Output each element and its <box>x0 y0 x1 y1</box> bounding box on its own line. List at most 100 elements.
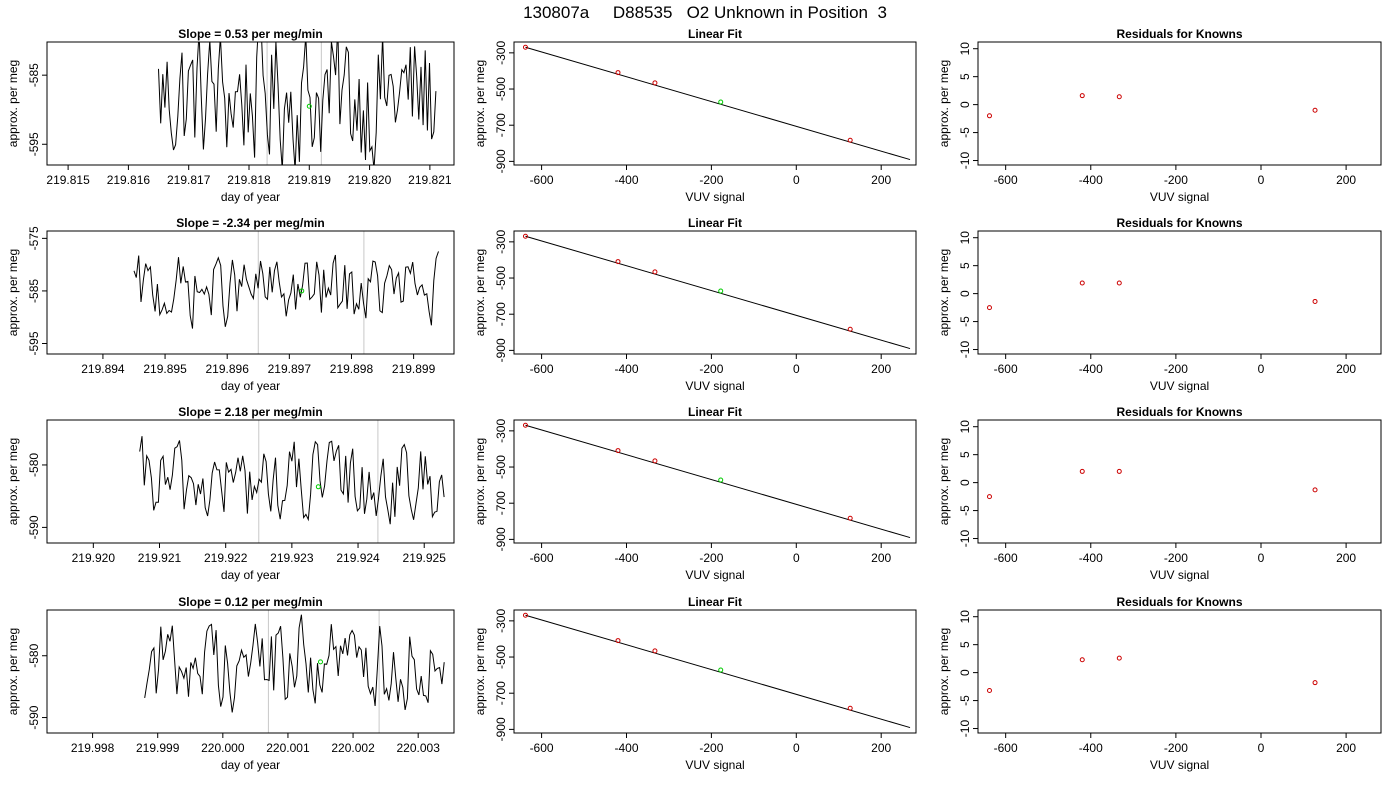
y-tick-label: -580 <box>27 453 41 477</box>
panels-grid: 219.815 219.816 219.817 219.818 219.819 219.8… <box>6 27 1382 772</box>
unknown-point <box>718 477 724 483</box>
x-axis-label: day of year <box>221 568 280 582</box>
known-point <box>522 422 528 428</box>
x-axis-label: VUV signal <box>685 190 744 204</box>
y-axis-label: approx. per meg <box>473 628 487 715</box>
x-tick-label: -600 <box>530 362 554 376</box>
y-axis-label: approx. per meg <box>6 438 20 525</box>
x-tick-label: 219.897 <box>268 362 312 376</box>
plot-frame <box>46 609 455 734</box>
known-point <box>847 137 853 143</box>
plot-frame <box>513 419 917 544</box>
y-tick-label: -300 <box>494 41 508 65</box>
y-tick-label: -500 <box>494 455 508 479</box>
plot-region <box>986 280 1318 311</box>
plot-region <box>986 655 1318 694</box>
x-tick-label: 0 <box>1258 741 1265 755</box>
highlight-point <box>299 288 305 294</box>
panel-r1-c3: -600 -400 -200 0 200 10 5 0 -5 -10 Residuals for K… <box>937 27 1382 204</box>
y-tick-label: 5 <box>958 641 972 648</box>
x-tick-label: -400 <box>1079 551 1103 565</box>
panel-title: Linear Fit <box>688 595 742 609</box>
x-tick-label: -600 <box>994 362 1018 376</box>
x-tick-label: 219.922 <box>204 551 248 565</box>
fit-line <box>525 614 911 729</box>
fit-line <box>525 424 911 539</box>
x-tick-label: 0 <box>793 741 800 755</box>
plot-region <box>522 233 911 350</box>
x-axis-label: VUV signal <box>1150 190 1209 204</box>
plot-frame <box>977 419 1382 544</box>
known-point <box>652 458 658 464</box>
known-point <box>522 612 528 618</box>
known-point <box>615 259 621 265</box>
y-tick-label: -10 <box>958 720 972 738</box>
x-tick-label: 200 <box>871 741 891 755</box>
y-axis-label: approx. per meg <box>937 60 951 147</box>
y-axis-label: approx. per meg <box>937 249 951 336</box>
x-tick-label: -600 <box>530 173 554 187</box>
y-tick-label: -900 <box>494 717 508 741</box>
residual-point <box>1116 655 1122 661</box>
x-tick-label: -200 <box>699 741 723 755</box>
x-tick-label: 219.924 <box>336 551 380 565</box>
y-tick-label: -700 <box>494 491 508 515</box>
panel-r3-c2: -600 -400 -200 0 200 -300 -500 -700 -900 Linear F… <box>473 405 917 582</box>
x-tick-label: -600 <box>994 173 1018 187</box>
x-axis-label: VUV signal <box>685 758 744 772</box>
known-point <box>652 269 658 275</box>
x-tick-label: 200 <box>1336 362 1356 376</box>
y-tick-label: 0 <box>958 479 972 486</box>
x-tick-label: 0 <box>793 362 800 376</box>
plot-region <box>144 610 445 733</box>
x-tick-label: 219.821 <box>408 173 452 187</box>
y-axis-label: approx. per meg <box>473 438 487 525</box>
y-tick-label: -10 <box>958 530 972 548</box>
x-tick-label: 219.998 <box>71 741 115 755</box>
known-point <box>615 70 621 76</box>
y-tick-label: -595 <box>27 132 41 156</box>
panel-r4-c2: -600 -400 -200 0 200 -300 -500 -700 -900 Linear F… <box>473 595 917 772</box>
signal-trace-line <box>158 42 437 165</box>
y-tick-label: -300 <box>494 609 508 633</box>
x-tick-label: -400 <box>614 362 638 376</box>
y-tick-label: -10 <box>958 152 972 170</box>
x-tick-label: 219.896 <box>206 362 250 376</box>
x-tick-label: 0 <box>1258 362 1265 376</box>
x-tick-label: -400 <box>614 173 638 187</box>
x-tick-label: -200 <box>699 173 723 187</box>
x-axis-label: day of year <box>221 190 280 204</box>
known-point <box>652 80 658 86</box>
plot-region <box>522 44 911 161</box>
known-point <box>847 705 853 711</box>
unknown-point <box>718 99 724 105</box>
y-tick-label: -300 <box>494 230 508 254</box>
signal-trace-line <box>139 436 445 525</box>
y-tick-label: -595 <box>27 331 41 355</box>
x-tick-label: 219.923 <box>270 551 314 565</box>
plot-frame <box>513 41 917 166</box>
x-tick-label: -200 <box>1164 362 1188 376</box>
residual-point <box>986 688 992 694</box>
x-tick-label: -600 <box>994 741 1018 755</box>
x-tick-label: -200 <box>1164 741 1188 755</box>
y-tick-label: 10 <box>958 610 972 624</box>
signal-trace-line <box>144 614 445 713</box>
x-tick-label: 0 <box>793 173 800 187</box>
panel-r3-c3: -600 -400 -200 0 200 10 5 0 -5 -10 Residuals for K… <box>937 405 1382 582</box>
y-tick-label: -500 <box>494 266 508 290</box>
x-tick-label: 200 <box>1336 551 1356 565</box>
panel-r1-c1: 219.815 219.816 219.817 219.818 219.819 219.8… <box>6 27 455 204</box>
known-point <box>522 233 528 239</box>
y-tick-label: -590 <box>27 705 41 729</box>
panel-r2-c2: -600 -400 -200 0 200 -300 -500 -700 -900 Linear F… <box>473 216 917 393</box>
y-tick-label: -900 <box>494 527 508 551</box>
y-tick-label: -900 <box>494 338 508 362</box>
plot-region <box>986 468 1318 500</box>
x-tick-label: 219.820 <box>348 173 392 187</box>
x-tick-label: 0 <box>793 551 800 565</box>
residual-point <box>986 494 992 500</box>
x-tick-label: 200 <box>1336 173 1356 187</box>
x-tick-label: 219.818 <box>227 173 271 187</box>
y-tick-label: -500 <box>494 77 508 101</box>
